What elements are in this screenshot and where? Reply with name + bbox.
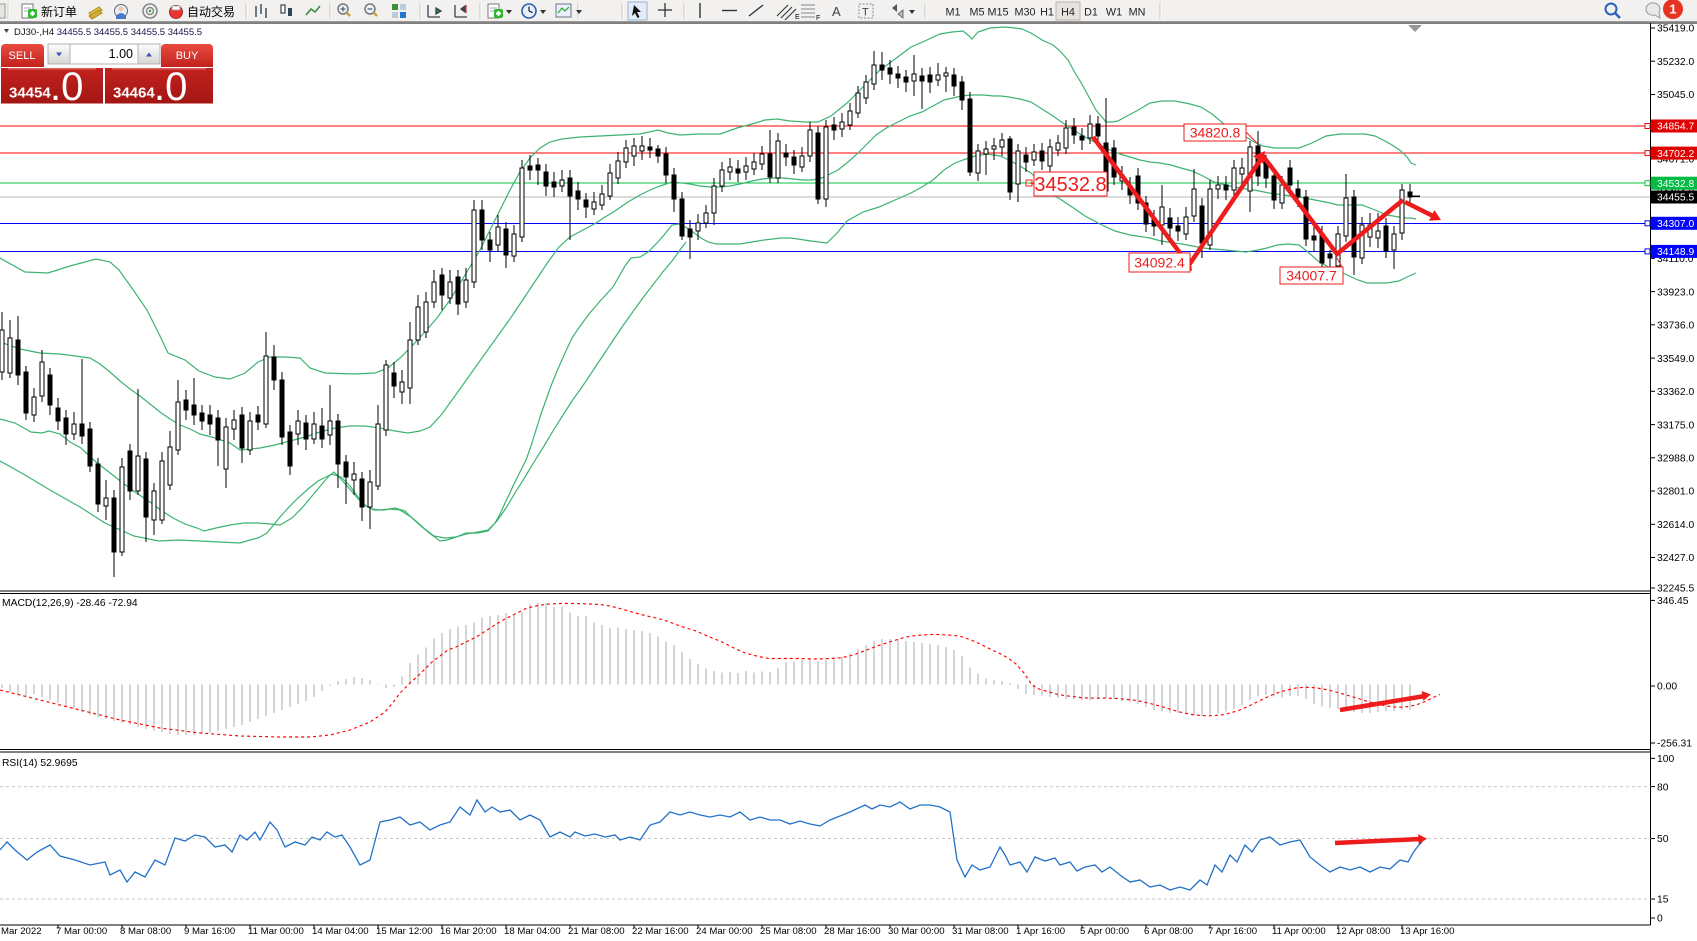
- svg-text:7 Mar 00:00: 7 Mar 00:00: [56, 926, 107, 937]
- svg-text:33923.0: 33923.0: [1657, 287, 1694, 298]
- svg-text:35419.0: 35419.0: [1657, 24, 1694, 35]
- svg-text:自动交易: 自动交易: [187, 4, 235, 19]
- svg-text:H4: H4: [1061, 7, 1075, 19]
- svg-text:33736.0: 33736.0: [1657, 321, 1694, 332]
- svg-text:7 Apr 16:00: 7 Apr 16:00: [1208, 926, 1257, 937]
- svg-text:1: 1: [1669, 2, 1676, 17]
- svg-text:0.00: 0.00: [1657, 682, 1677, 693]
- svg-text:5 Apr 00:00: 5 Apr 00:00: [1080, 926, 1129, 937]
- svg-text:24 Mar 00:00: 24 Mar 00:00: [696, 926, 753, 937]
- svg-text:W1: W1: [1106, 7, 1122, 19]
- svg-text:15: 15: [1657, 895, 1669, 906]
- svg-text:16 Mar 20:00: 16 Mar 20:00: [440, 926, 497, 937]
- svg-text:34110.0: 34110.0: [1657, 254, 1694, 265]
- svg-text:35232.0: 35232.0: [1657, 57, 1694, 68]
- svg-text:H1: H1: [1040, 7, 1054, 19]
- svg-text:M15: M15: [987, 7, 1008, 19]
- svg-text:35045.0: 35045.0: [1657, 90, 1694, 101]
- svg-text:32614.0: 32614.0: [1657, 520, 1694, 531]
- svg-text:32988.0: 32988.0: [1657, 454, 1694, 465]
- svg-text:Mar 2022: Mar 2022: [1, 926, 42, 937]
- svg-text:34532.8: 34532.8: [1657, 179, 1694, 190]
- svg-text:34464: 34464: [113, 85, 155, 102]
- svg-text:11 Mar 00:00: 11 Mar 00:00: [248, 926, 304, 937]
- svg-text:8 Mar 08:00: 8 Mar 08:00: [120, 926, 171, 937]
- svg-text:33175.0: 33175.0: [1657, 420, 1694, 431]
- svg-text:MN: MN: [1129, 7, 1146, 19]
- svg-text:E: E: [795, 14, 800, 21]
- svg-text:34671.0: 34671.0: [1657, 154, 1694, 165]
- svg-text:34092.4: 34092.4: [1134, 255, 1185, 271]
- svg-text:F: F: [816, 15, 820, 22]
- svg-text:28 Mar 16:00: 28 Mar 16:00: [824, 926, 881, 937]
- svg-text:34307.0: 34307.0: [1657, 219, 1694, 230]
- svg-text:SELL: SELL: [9, 50, 36, 62]
- svg-text:50: 50: [1657, 834, 1669, 845]
- svg-text:1 Apr 16:00: 1 Apr 16:00: [1016, 926, 1065, 937]
- svg-text:新订单: 新订单: [41, 4, 77, 19]
- svg-text:31 Mar 08:00: 31 Mar 08:00: [952, 926, 1009, 937]
- svg-text:MACD(12,26,9) -28.46 -72.94: MACD(12,26,9) -28.46 -72.94: [2, 598, 138, 609]
- svg-text:34148.9: 34148.9: [1657, 247, 1694, 258]
- svg-text:14 Mar 04:00: 14 Mar 04:00: [312, 926, 369, 937]
- svg-text:.0: .0: [154, 65, 187, 109]
- svg-text:34454: 34454: [9, 85, 51, 102]
- svg-text:34854.7: 34854.7: [1657, 122, 1694, 133]
- svg-text:15 Mar 12:00: 15 Mar 12:00: [376, 926, 433, 937]
- svg-text:30 Mar 00:00: 30 Mar 00:00: [888, 926, 945, 937]
- svg-text:M5: M5: [970, 7, 985, 19]
- svg-text:M30: M30: [1014, 7, 1035, 19]
- svg-text:0: 0: [1657, 914, 1663, 925]
- svg-text:346.45: 346.45: [1657, 596, 1689, 607]
- svg-text:32427.0: 32427.0: [1657, 553, 1694, 564]
- svg-text:34532.8: 34532.8: [1034, 174, 1106, 196]
- svg-text:33549.0: 33549.0: [1657, 354, 1694, 365]
- svg-text:25 Mar 08:00: 25 Mar 08:00: [760, 926, 817, 937]
- svg-text:D1: D1: [1084, 7, 1098, 19]
- svg-text:RSI(14) 52.9695: RSI(14) 52.9695: [2, 758, 78, 769]
- svg-text:DJ30-,H4 34455.5 34455.5 3445: DJ30-,H4 34455.5 34455.5 34455.5 34455.5: [14, 27, 202, 38]
- svg-text:BUY: BUY: [176, 50, 199, 62]
- svg-text:11 Apr 00:00: 11 Apr 00:00: [1272, 926, 1326, 937]
- svg-text:80: 80: [1657, 782, 1669, 793]
- svg-text:100: 100: [1657, 754, 1674, 765]
- svg-text:-256.31: -256.31: [1657, 739, 1692, 750]
- svg-text:18 Mar 04:00: 18 Mar 04:00: [504, 926, 561, 937]
- svg-text:T: T: [862, 7, 869, 19]
- svg-text:32801.0: 32801.0: [1657, 487, 1694, 498]
- svg-text:22 Mar 16:00: 22 Mar 16:00: [632, 926, 689, 937]
- svg-text:9 Mar 16:00: 9 Mar 16:00: [184, 926, 235, 937]
- svg-text:12 Apr 08:00: 12 Apr 08:00: [1336, 926, 1390, 937]
- svg-text:34455.5: 34455.5: [1657, 193, 1694, 204]
- svg-text:13 Apr 16:00: 13 Apr 16:00: [1400, 926, 1454, 937]
- svg-text:33362.0: 33362.0: [1657, 387, 1694, 398]
- svg-text:34820.8: 34820.8: [1190, 125, 1241, 141]
- svg-text:21 Mar 08:00: 21 Mar 08:00: [568, 926, 625, 937]
- svg-text:A: A: [832, 4, 841, 19]
- svg-text:34007.7: 34007.7: [1286, 268, 1337, 284]
- svg-text:M1: M1: [946, 7, 961, 19]
- svg-text:6 Apr 08:00: 6 Apr 08:00: [1144, 926, 1193, 937]
- svg-text:1.00: 1.00: [109, 47, 133, 61]
- svg-text:32245.5: 32245.5: [1657, 584, 1694, 595]
- svg-text:34702.2: 34702.2: [1657, 149, 1694, 160]
- svg-text:.0: .0: [50, 65, 83, 109]
